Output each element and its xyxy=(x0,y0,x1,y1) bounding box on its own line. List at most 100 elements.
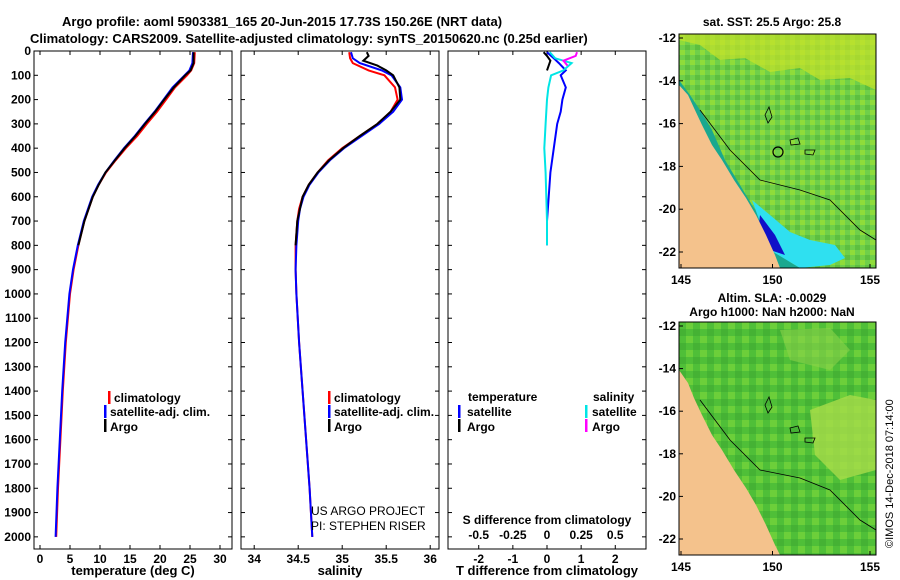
pi-label: PI: STEPHEN RISER xyxy=(311,519,426,533)
depth-tick-label: 700 xyxy=(11,214,31,228)
depth-tick-label: 1900 xyxy=(4,506,31,520)
x-tick-label: 0 xyxy=(544,552,551,566)
sst-map-axes: 145 150 155 -12 -14 -16 -18 -20 -22 xyxy=(659,31,881,287)
legend-swatch-satellite xyxy=(104,405,107,418)
sla-map-axes: 145 150 155 -12 -14 -16 -18 -20 -22 xyxy=(659,319,881,574)
legend-swatch-satellite xyxy=(328,405,331,418)
depth-tick-label: 1400 xyxy=(4,384,31,398)
sst-map-frame xyxy=(678,33,877,269)
sst-map xyxy=(678,33,877,269)
x-tick-label: 5 xyxy=(67,552,74,566)
sst-shelf-contour xyxy=(699,109,877,241)
series-line-s-argo xyxy=(561,51,578,67)
series-line-climatology xyxy=(294,52,399,537)
sla-shelf-contour xyxy=(699,399,877,531)
s-difference-label: S difference from climatology xyxy=(463,513,632,527)
map-lat-label: -20 xyxy=(659,489,677,503)
depth-tick-label: 2000 xyxy=(4,530,31,544)
sst-warm-region xyxy=(679,34,876,90)
sla-map-title-line2: Argo h1000: NaN h2000: NaN xyxy=(689,305,854,319)
map-lat-label: -18 xyxy=(659,159,677,173)
salinity-xlabel: salinity xyxy=(318,563,364,578)
difference-legend: temperature satellite Argo salinity sate… xyxy=(458,390,637,434)
difference-axis: -2 -1 0 1 2 -0.5 -0.25 0 0.25 0.5 xyxy=(468,51,624,566)
x-tick-label: -2 xyxy=(473,552,484,566)
sst-profile-marker xyxy=(772,146,784,158)
depth-tick-label: 1000 xyxy=(4,287,31,301)
sla-land xyxy=(679,370,780,555)
sla-map-frame xyxy=(678,321,877,556)
sla-reef-outlines xyxy=(764,395,816,444)
legend-label-climatology: climatology xyxy=(114,391,181,405)
sst-map-title: sat. SST: 25.5 Argo: 25.8 xyxy=(703,15,842,29)
sla-map xyxy=(678,321,877,556)
legend-label-argo: Argo xyxy=(334,420,362,434)
series-line-argo xyxy=(77,52,195,246)
legend-title-salinity: salinity xyxy=(593,390,635,404)
temperature-xlabel: temperature (deg C) xyxy=(71,563,195,578)
t-difference-xlabel: T difference from climatology xyxy=(456,563,639,578)
depth-tick-label: 500 xyxy=(11,165,31,179)
map-lon-label: 145 xyxy=(671,560,691,574)
temperature-legend: climatology satellite-adj. clim. Argo xyxy=(104,391,210,434)
legend-swatch-t-satellite xyxy=(458,405,461,418)
depth-tick-label: 800 xyxy=(11,238,31,252)
x-tick-label: 36 xyxy=(424,552,438,566)
legend-label-t-argo: Argo xyxy=(467,420,495,434)
plot-title-line1: Argo profile: aoml 5903381_165 20-Jun-20… xyxy=(62,14,502,29)
difference-panel-frame xyxy=(447,50,647,550)
s-tick-label: -0.5 xyxy=(468,528,489,542)
x-tick-label: 15 xyxy=(123,552,137,566)
map-lon-label: 150 xyxy=(762,273,782,287)
legend-label-climatology: climatology xyxy=(334,391,401,405)
x-tick-label: 35 xyxy=(336,552,350,566)
map-lon-label: 155 xyxy=(860,273,880,287)
sla-high-region xyxy=(810,395,876,480)
s-tick-label: 0.5 xyxy=(607,528,624,542)
sla-map-title-line1: Altim. SLA: -0.0029 xyxy=(718,291,827,305)
depth-tick-label: 400 xyxy=(11,141,31,155)
series-line-climatology xyxy=(55,52,196,537)
depth-tick-label: 600 xyxy=(11,190,31,204)
x-tick-label: 2 xyxy=(612,552,619,566)
depth-tick-label: 1200 xyxy=(4,336,31,350)
sst-reef-outlines xyxy=(764,105,816,156)
map-lon-label: 155 xyxy=(860,560,880,574)
depth-tick-label: 0 xyxy=(24,44,31,58)
x-tick-label: 25 xyxy=(183,552,197,566)
map-lat-label: -20 xyxy=(659,202,677,216)
s-tick-label: 0 xyxy=(544,528,551,542)
map-lat-label: -16 xyxy=(659,404,677,418)
legend-label-argo: Argo xyxy=(110,420,138,434)
sst-cold-patch xyxy=(758,215,785,255)
legend-label-satellite: satellite-adj. clim. xyxy=(334,405,434,419)
depth-tick-label: 1100 xyxy=(5,311,31,325)
map-lat-label: -14 xyxy=(659,74,677,88)
map-lat-label: -18 xyxy=(659,447,677,461)
series-line-satellite-adj-clim- xyxy=(294,51,404,537)
project-label: US ARGO PROJECT xyxy=(311,504,426,518)
depth-tick-label: 1700 xyxy=(4,457,31,471)
imos-stamp: ©IMOS 14-Dec-2018 07:14:00 xyxy=(884,399,896,548)
map-lat-label: -14 xyxy=(659,362,677,376)
depth-tick-label: 1300 xyxy=(4,360,31,374)
legend-label-s-satellite: satellite xyxy=(592,405,637,419)
x-tick-label: 35.5 xyxy=(375,552,399,566)
x-tick-label: 1 xyxy=(578,552,585,566)
depth-tick-label: 1600 xyxy=(4,433,31,447)
s-tick-label: -0.25 xyxy=(499,528,527,542)
map-lon-label: 150 xyxy=(762,560,782,574)
series-line-t-argo xyxy=(542,51,552,71)
series-line-s-satellite xyxy=(543,51,574,246)
plot-title-line2: Climatology: CARS2009. Satellite-adjuste… xyxy=(30,31,588,46)
salinity-legend: climatology satellite-adj. clim. Argo xyxy=(328,391,434,434)
legend-swatch-climatology xyxy=(328,391,331,404)
s-tick-label: 0.25 xyxy=(569,528,593,542)
legend-swatch-s-argo xyxy=(585,419,588,432)
map-lat-label: -22 xyxy=(659,245,677,259)
profile-lines xyxy=(54,51,578,537)
x-tick-label: 20 xyxy=(153,552,167,566)
map-lon-label: 145 xyxy=(671,273,691,287)
x-tick-label: 34.5 xyxy=(287,552,311,566)
depth-tick-label: 1500 xyxy=(4,408,31,422)
